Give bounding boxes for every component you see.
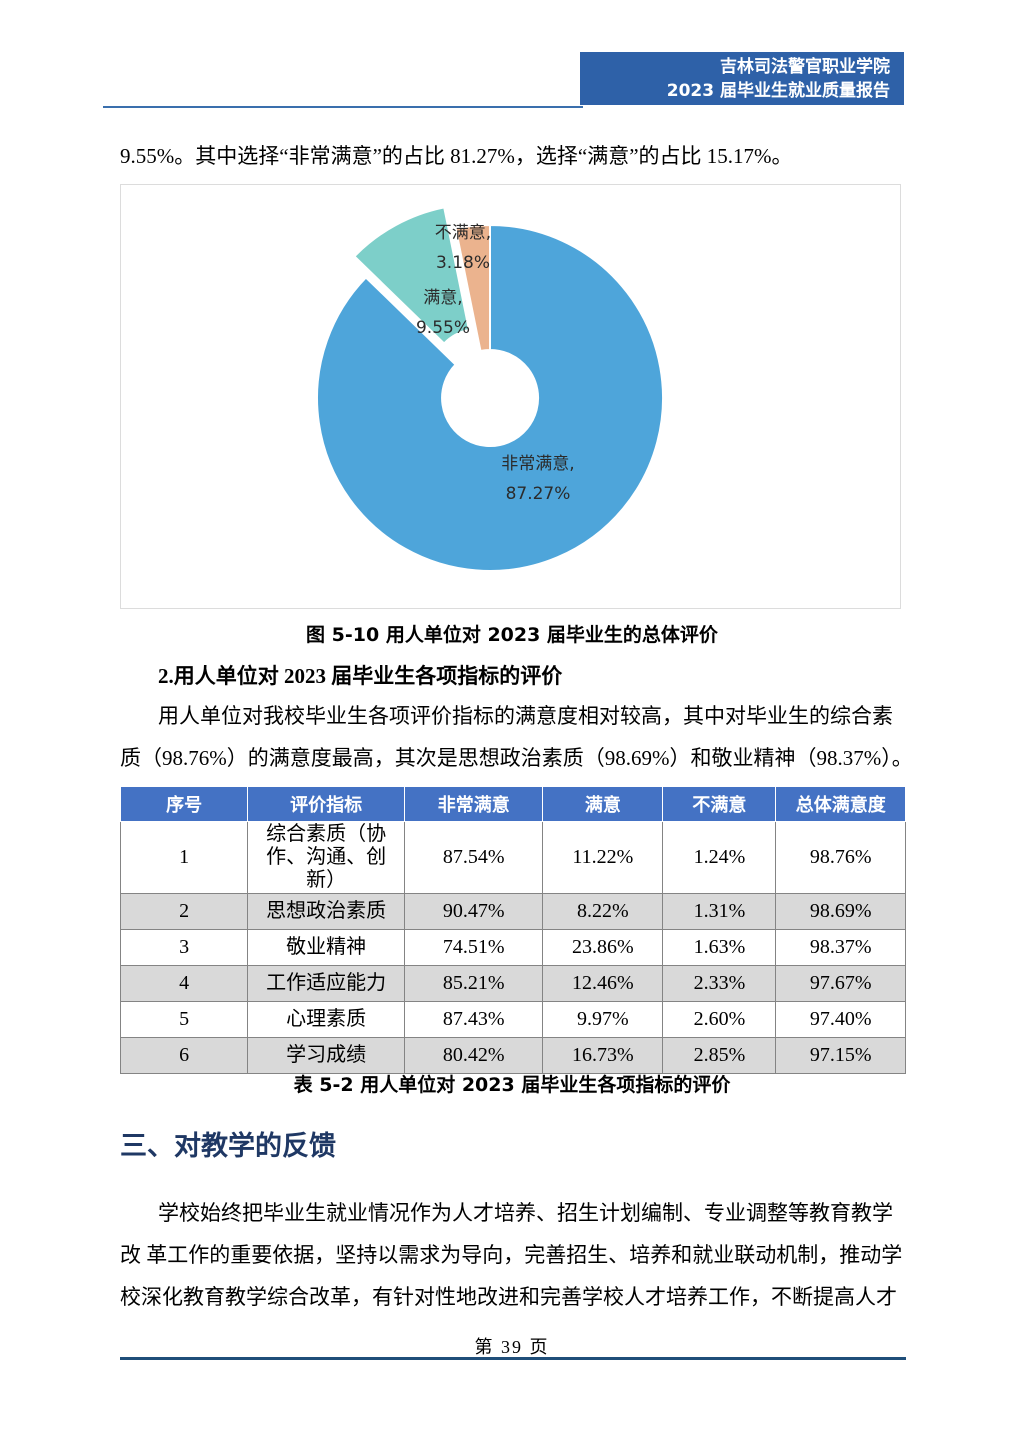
paragraph-line: 改 革工作的重要依据，坚持以需求为导向，完善招生、培养和就业联动机制，推动学 bbox=[120, 1243, 903, 1267]
table-cell: 2.60% bbox=[662, 1001, 777, 1038]
table-row: 2 思想政治素质 90.47% 8.22% 1.31% 98.69% bbox=[119, 893, 906, 930]
table-cell: 98.37% bbox=[775, 929, 906, 966]
table-cell: 74.51% bbox=[404, 929, 544, 966]
table-cell: 9.97% bbox=[542, 1001, 664, 1038]
paragraph-line: 学校始终把毕业生就业情况作为人才培养、招生计划编制、专业调整等教育教学 bbox=[158, 1201, 893, 1225]
page-number: 第 39 页 bbox=[474, 1337, 550, 1357]
table-cell: 1.31% bbox=[662, 893, 777, 930]
table-header-cell: 满意 bbox=[542, 786, 664, 822]
header-banner: 吉林司法警官职业学院 2023 届毕业生就业质量报告 bbox=[580, 52, 904, 105]
table-row: 5 心理素质 87.43% 9.97% 2.60% 97.40% bbox=[119, 1001, 906, 1038]
table-caption: 表 5-2 用人单位对 2023 届毕业生各项指标的评价 bbox=[293, 1074, 731, 1096]
section2-heading: 2.用人单位对 2023 届毕业生各项指标的评价 bbox=[158, 664, 563, 688]
table-cell: 97.67% bbox=[775, 965, 906, 1002]
table-cell: 97.40% bbox=[775, 1001, 906, 1038]
paragraph-line: 校深化教育教学综合改革，有针对性地改进和完善学校人才培养工作，不断提高人才 bbox=[120, 1285, 897, 1309]
chart-container: 非常满意, 87.27% 满意, 9.55% 不满意, 3.18% bbox=[120, 184, 901, 609]
table-cell: 1.63% bbox=[662, 929, 777, 966]
table-cell: 1 bbox=[119, 821, 249, 894]
table-cell: 1.24% bbox=[662, 821, 777, 894]
table-cell: 87.43% bbox=[404, 1001, 544, 1038]
pie-label-不满意: 不满意, 3.18% bbox=[434, 223, 492, 273]
table-header-cell: 序号 bbox=[119, 786, 249, 822]
paragraph-line: 用人单位对我校毕业生各项评价指标的满意度相对较高，其中对毕业生的综合素 bbox=[158, 704, 893, 728]
table-cell: 2.33% bbox=[662, 965, 777, 1002]
section3-heading: 三、对教学的反馈 bbox=[120, 1131, 336, 1162]
table-cell: 12.46% bbox=[542, 965, 664, 1002]
table-header-cell: 总体满意度 bbox=[775, 786, 906, 822]
figure-caption: 图 5-10 用人单位对 2023 届毕业生的总体评价 bbox=[306, 624, 718, 646]
paragraph-line: 质（98.76%）的满意度最高，其次是思想政治素质（98.69%）和敬业精神（9… bbox=[120, 746, 913, 770]
header-report-title: 2023 届毕业生就业质量报告 bbox=[666, 81, 890, 101]
table-cell: 98.69% bbox=[775, 893, 906, 930]
table-cell: 80.42% bbox=[404, 1037, 544, 1074]
header-rule bbox=[103, 106, 583, 108]
table-cell: 综合素质（协作、沟通、创新） bbox=[247, 821, 406, 894]
evaluation-table: 序号 评价指标 非常满意 满意 不满意 总体满意度 1 综合素质（协作、沟通、创新） 87.5… bbox=[119, 786, 906, 1074]
table-cell: 98.76% bbox=[775, 821, 906, 894]
table-cell: 97.15% bbox=[775, 1037, 906, 1074]
table-header-cell: 评价指标 bbox=[247, 786, 406, 822]
table-cell: 2 bbox=[119, 893, 249, 930]
table-cell: 6 bbox=[119, 1037, 249, 1074]
table-cell: 16.73% bbox=[542, 1037, 664, 1074]
table-cell: 23.86% bbox=[542, 929, 664, 966]
table-row: 1 综合素质（协作、沟通、创新） 87.54% 11.22% 1.24% 98.76% bbox=[119, 821, 906, 894]
header-school-name: 吉林司法警官职业学院 bbox=[720, 57, 890, 77]
table-row: 6 学习成绩 80.42% 16.73% 2.85% 97.15% bbox=[119, 1037, 906, 1074]
table-cell: 11.22% bbox=[542, 821, 664, 894]
pie-slice-满意 bbox=[352, 206, 471, 345]
table-cell: 3 bbox=[119, 929, 249, 966]
table-cell: 心理素质 bbox=[247, 1001, 406, 1038]
pie-slice-不满意 bbox=[454, 223, 491, 353]
table-header-cell: 不满意 bbox=[662, 786, 777, 822]
table-cell: 90.47% bbox=[404, 893, 544, 930]
table-cell: 敬业精神 bbox=[247, 929, 406, 966]
table-cell: 4 bbox=[119, 965, 249, 1002]
table-row: 4 工作适应能力 85.21% 12.46% 2.33% 97.67% bbox=[119, 965, 906, 1002]
pie-label-非常满意: 非常满意, 87.27% bbox=[501, 454, 575, 504]
table-cell: 5 bbox=[119, 1001, 249, 1038]
donut-chart bbox=[316, 206, 665, 572]
table-cell: 2.85% bbox=[662, 1037, 777, 1074]
table-cell: 工作适应能力 bbox=[247, 965, 406, 1002]
table-row: 3 敬业精神 74.51% 23.86% 1.63% 98.37% bbox=[119, 929, 906, 966]
table-header-cell: 非常满意 bbox=[404, 786, 544, 822]
table-cell: 8.22% bbox=[542, 893, 664, 930]
table-cell: 思想政治素质 bbox=[247, 893, 406, 930]
intro-paragraph: 9.55%。其中选择“非常满意”的占比 81.27%，选择“满意”的占比 15.… bbox=[120, 144, 793, 168]
table-header-row: 序号 评价指标 非常满意 满意 不满意 总体满意度 bbox=[119, 786, 906, 822]
table-cell: 85.21% bbox=[404, 965, 544, 1002]
pie-label-满意: 满意, 9.55% bbox=[415, 288, 471, 338]
table-cell: 学习成绩 bbox=[247, 1037, 406, 1074]
footer-rule bbox=[120, 1357, 906, 1360]
table-cell: 87.54% bbox=[404, 821, 544, 894]
pie-slice-非常满意 bbox=[316, 223, 665, 572]
